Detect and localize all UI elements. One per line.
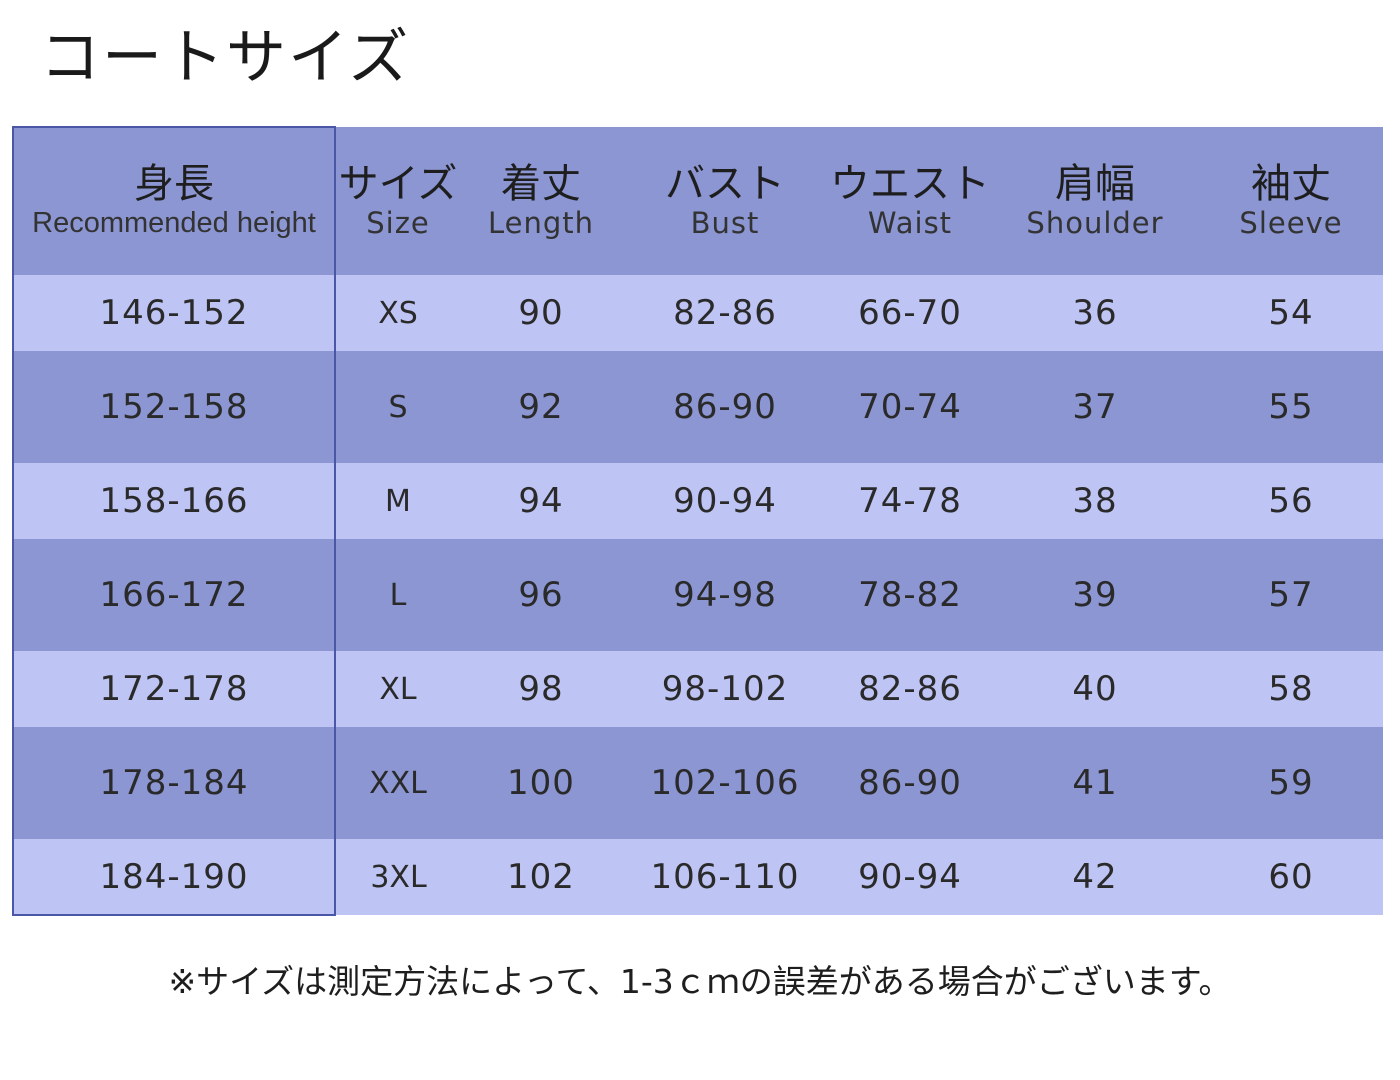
header-waist: ウエスト Waist [829,127,991,275]
cell-height: 178-184 [12,727,336,839]
table-row: 178-184 XXL 100 102-106 86-90 41 59 [12,727,1383,839]
cell-shoulder: 36 [1072,293,1118,333]
header-en-label: Recommended height [32,207,316,240]
cell-height: 172-178 [12,651,336,727]
header-en-label: Size [366,205,430,240]
header-jp-label: サイズ [338,160,458,207]
table-header-row: 身長 Recommended height サイズ Size 着丈 Length… [12,126,1383,275]
cell-height: 184-190 [12,839,336,916]
header-length: 着丈 Length [461,127,621,275]
cell-waist: 86-90 [858,763,962,803]
header-jp-label: 身長 [134,161,214,208]
cell-height: 146-152 [12,275,336,351]
cell-waist: 90-94 [858,857,962,897]
cell-bust: 102-106 [650,763,800,803]
cell-bust: 98-102 [661,669,789,709]
cell-bust: 86-90 [673,387,777,427]
cell-sleeve: 60 [1268,857,1314,897]
cell-bust: 106-110 [650,857,800,897]
table-row: 172-178 XL 98 98-102 82-86 40 58 [12,651,1383,727]
cell-length: 94 [518,481,564,521]
cell-waist: 82-86 [858,669,962,709]
header-en-label: Waist [867,205,953,240]
cell-bust: 82-86 [673,293,777,333]
cell-length: 100 [507,763,575,803]
cell-shoulder: 41 [1072,763,1118,803]
cell-sleeve: 58 [1268,669,1314,709]
cell-shoulder: 37 [1072,387,1118,427]
cell-length: 96 [518,575,564,615]
cell-length: 90 [518,293,564,333]
cell-shoulder: 40 [1072,669,1118,709]
header-jp-label: 袖丈 [1251,160,1331,207]
header-en-label: Length [487,205,595,240]
cell-waist: 70-74 [858,387,962,427]
cell-size: XS [378,295,418,331]
header-jp-label: 着丈 [501,160,581,207]
header-jp-label: 肩幅 [1055,160,1135,207]
header-height: 身長 Recommended height [12,126,336,275]
cell-size: XL [379,671,417,707]
cell-shoulder: 38 [1072,481,1118,521]
header-shoulder: 肩幅 Shoulder [991,127,1199,275]
cell-bust: 90-94 [673,481,777,521]
header-jp-label: ウエスト [830,160,990,207]
table-row: 158-166 M 94 90-94 74-78 38 56 [12,463,1383,539]
header-en-label: Shoulder [1026,205,1164,240]
cell-size: S [388,389,408,425]
cell-bust: 94-98 [673,575,777,615]
cell-height: 152-158 [12,351,336,463]
size-table: 身長 Recommended height サイズ Size 着丈 Length… [12,126,1384,916]
cell-height: 166-172 [12,539,336,651]
cell-length: 92 [518,387,564,427]
cell-waist: 78-82 [858,575,962,615]
header-en-label: Bust [690,205,760,240]
table-row: 152-158 S 92 86-90 70-74 37 55 [12,351,1383,463]
cell-sleeve: 55 [1268,387,1314,427]
header-size: サイズ Size [335,127,461,275]
measurement-note: ※サイズは測定方法によって、1-3ｃｍの誤差がある場合がございます。 [168,962,1232,1001]
cell-waist: 66-70 [858,293,962,333]
cell-length: 98 [518,669,564,709]
header-en-label: Sleeve [1239,205,1343,240]
cell-sleeve: 57 [1268,575,1314,615]
cell-size: 3XL [370,859,427,895]
table-row: 184-190 3XL 102 106-110 90-94 42 60 [12,839,1383,916]
cell-height: 158-166 [12,463,336,539]
cell-shoulder: 42 [1072,857,1118,897]
cell-sleeve: 56 [1268,481,1314,521]
cell-shoulder: 39 [1072,575,1118,615]
header-sleeve: 袖丈 Sleeve [1199,127,1383,275]
cell-sleeve: 54 [1268,293,1314,333]
table-row: 166-172 L 96 94-98 78-82 39 57 [12,539,1383,651]
header-jp-label: バスト [665,160,785,207]
cell-length: 102 [507,857,575,897]
cell-size: M [385,483,411,519]
cell-waist: 74-78 [858,481,962,521]
header-bust: バスト Bust [621,127,829,275]
cell-size: L [389,577,407,613]
cell-sleeve: 59 [1268,763,1314,803]
page-title: コートサイズ [40,23,411,93]
cell-size: XXL [369,765,427,801]
table-row: 146-152 XS 90 82-86 66-70 36 54 [12,275,1383,351]
